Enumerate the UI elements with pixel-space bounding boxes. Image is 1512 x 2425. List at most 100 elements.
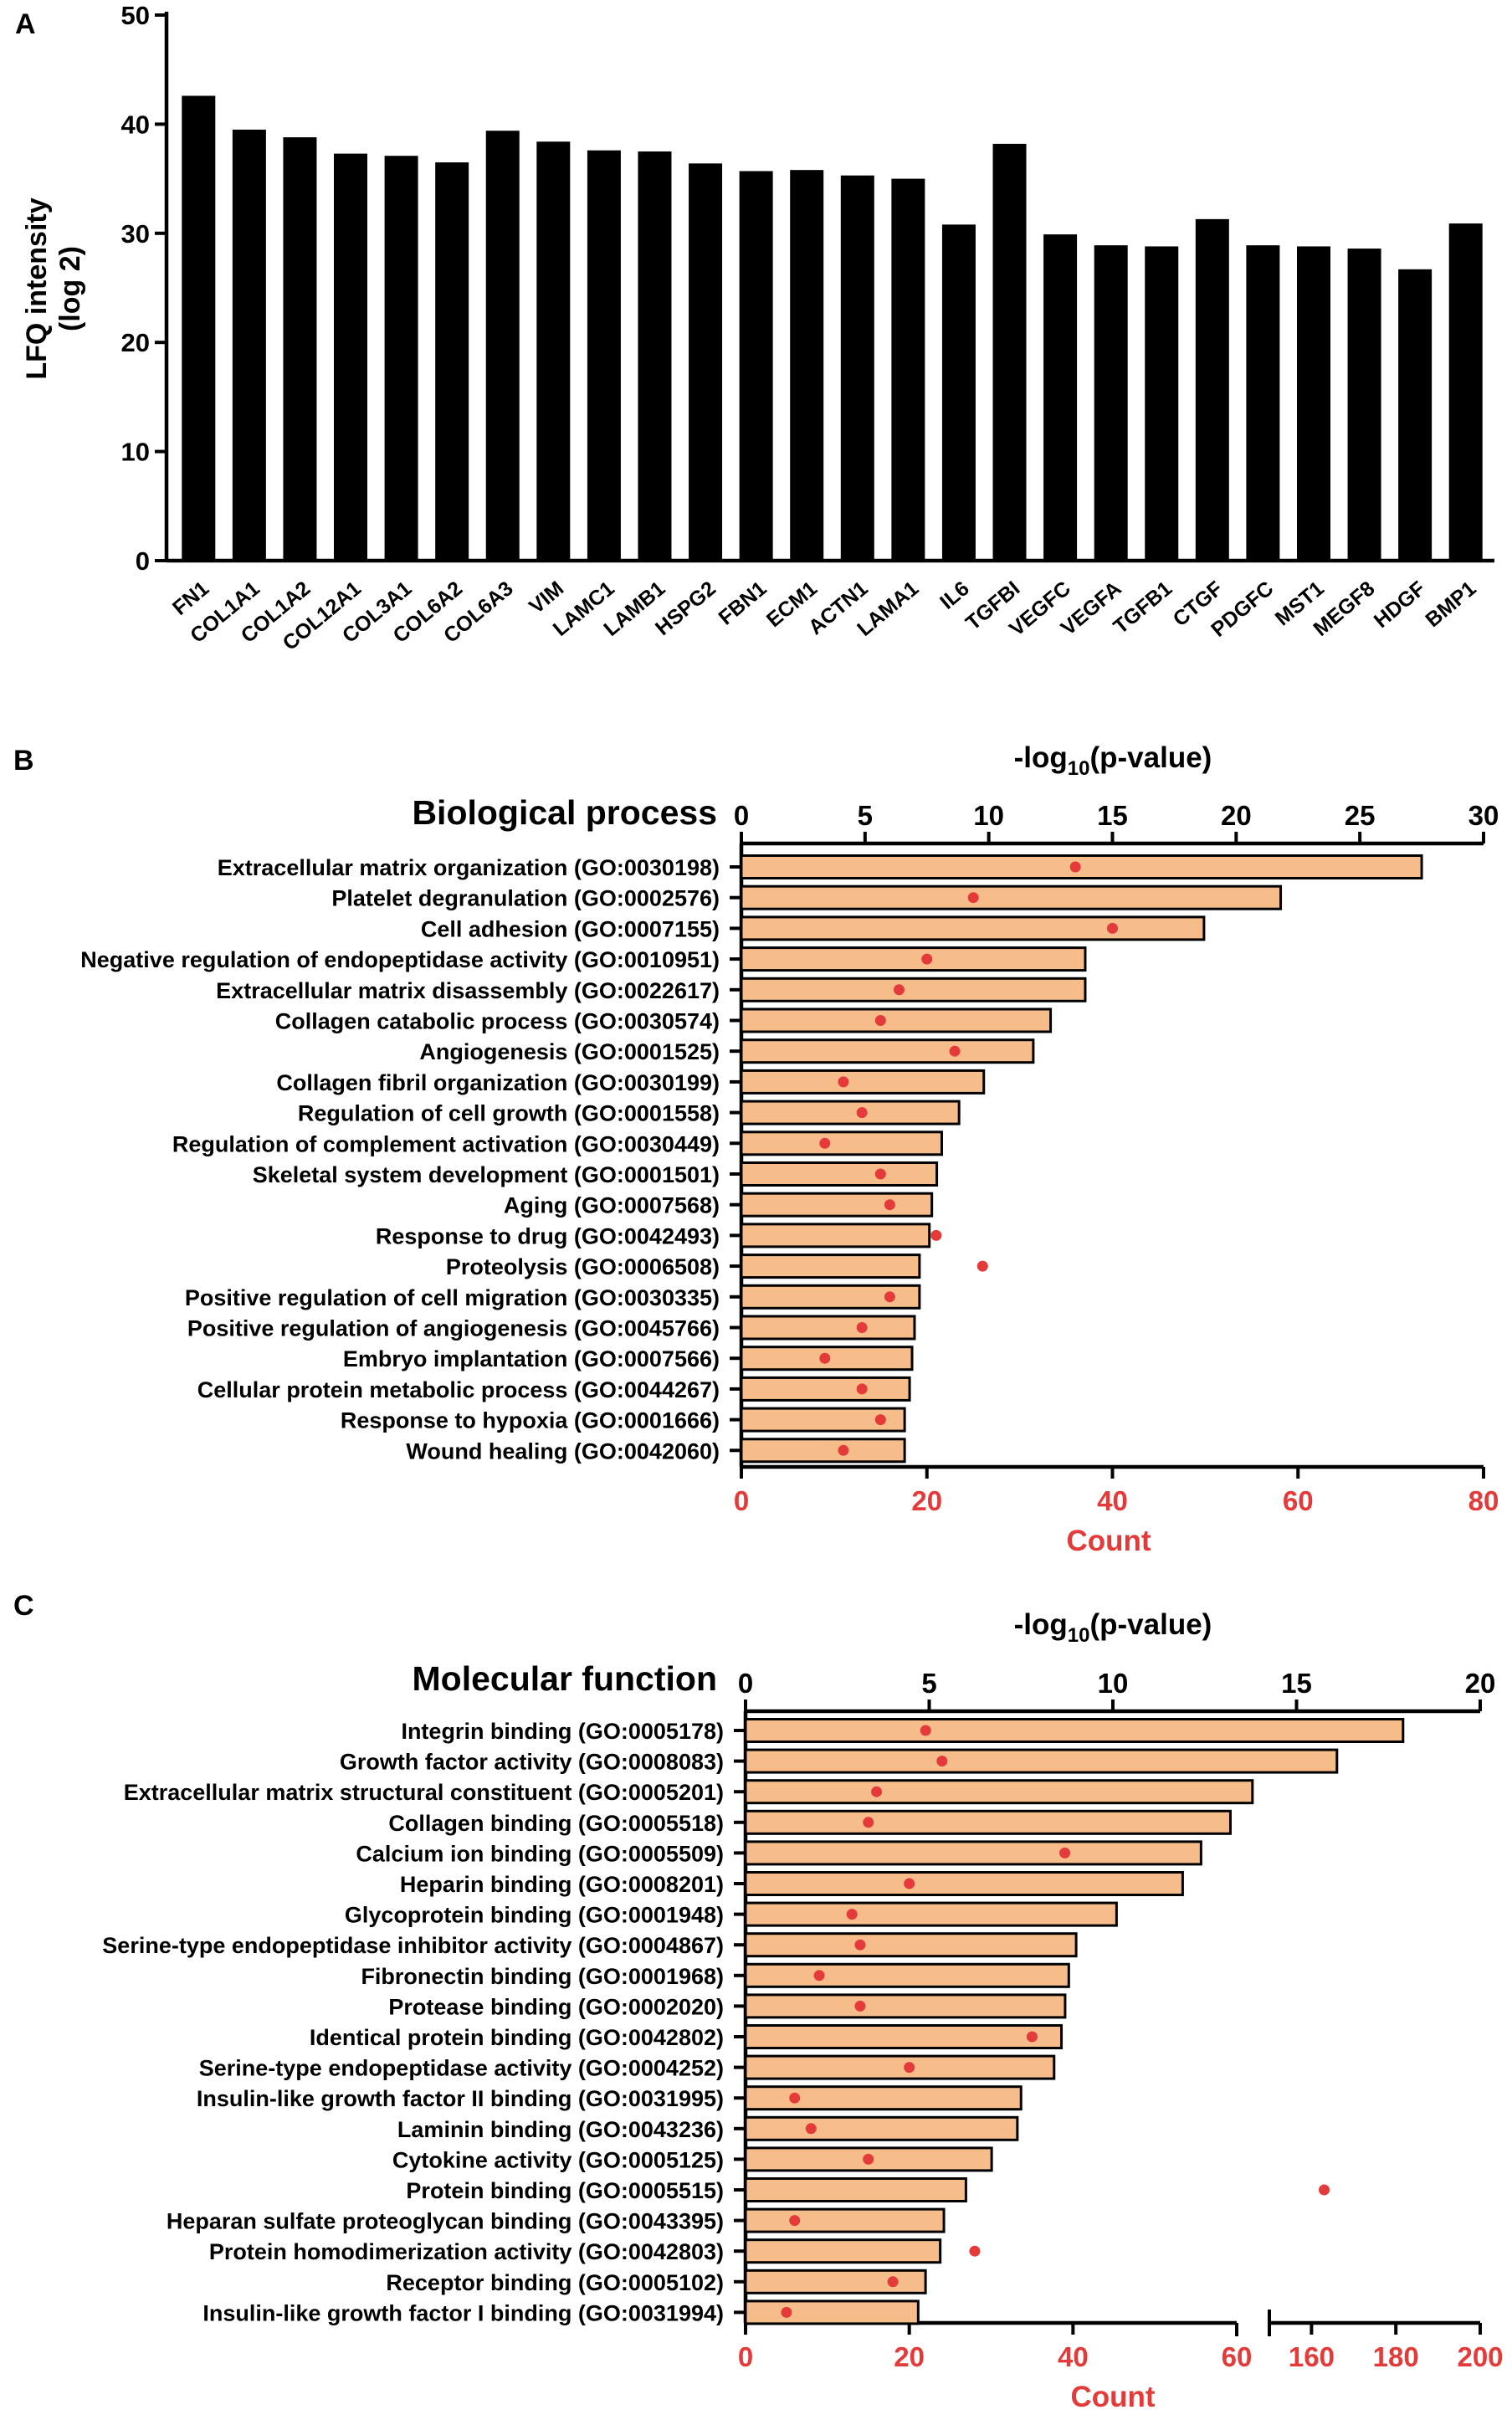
panel-a-bar-col6a3 <box>485 131 520 561</box>
panel-c-bottom-tick-label: 60 <box>1222 2341 1253 2372</box>
panel-c-count-dot <box>863 2153 874 2165</box>
panel-c-bar <box>744 1809 1232 1835</box>
top-axis-label-tail: (p-value) <box>1089 741 1212 774</box>
panel-a-bar-megf8 <box>1347 249 1381 561</box>
panel-c-bar <box>744 2115 1019 2141</box>
panel-c-count-dot <box>813 1970 825 1982</box>
panel-c-category-label: Growth factor activity (GO:0008083) <box>340 1750 724 1775</box>
panel-a-bar-ecm1 <box>790 170 824 561</box>
panel-a-x-tick-label: IL6 <box>935 577 974 614</box>
panel-c-bar <box>744 1871 1184 1896</box>
panel-a-bar-lamb1 <box>638 151 672 561</box>
panel-c-count-dot <box>904 1878 915 1889</box>
panel-b-top-tick-label: 20 <box>1221 800 1252 831</box>
panel-c-count-dot <box>854 2000 866 2012</box>
panel-b-count-dot <box>819 1137 831 1149</box>
panel-c-bar <box>744 2238 942 2264</box>
panel-a-label: A <box>15 8 36 40</box>
panel-b-category-label: Positive regulation of angiogenesis (GO:… <box>187 1316 720 1341</box>
panel-b-bar <box>740 1376 911 1402</box>
panel-c-bottom-axis-label: Count <box>1070 2381 1155 2413</box>
panel-c-category-label: Laminin binding (GO:0043236) <box>397 2117 724 2142</box>
panel-a-bar-col12a1 <box>334 153 368 561</box>
panel-b-bar <box>740 1254 921 1279</box>
panel-c-bar <box>744 2024 1064 2049</box>
panel-b-bar <box>740 1130 943 1156</box>
panel-b-category-label: Embryo implantation (GO:0007566) <box>343 1346 720 1371</box>
panel-b-bar <box>740 915 1206 941</box>
panel-c-count-dot <box>805 2123 817 2135</box>
panel-b-top-axis-label: -log10(p-value) <box>1014 741 1212 780</box>
panel-b-bottom-tick-label: 80 <box>1468 1485 1499 1516</box>
panel-c-bottom-tick-label: 0 <box>738 2341 753 2372</box>
panel-a-y-axis-label-line1: LFQ intensity <box>21 197 53 379</box>
panel-b-bar <box>740 1100 961 1125</box>
panel-b-count-dot <box>819 1352 831 1364</box>
panel-a-y-tick-label: 50 <box>121 1 150 30</box>
panel-c-category-label: Protein binding (GO:0005515) <box>406 2178 724 2203</box>
panel-c-top-tick-label: 15 <box>1281 1668 1312 1699</box>
panel-c-count-dot <box>846 1909 858 1920</box>
panel-c-bottom-tick-label: 40 <box>1058 2341 1089 2372</box>
panel-b-bottom-tick-label: 60 <box>1283 1485 1314 1516</box>
panel-c-category-label: Protein homodimerization activity (GO:00… <box>209 2239 724 2264</box>
panel-b-bar <box>740 1438 906 1464</box>
panel-b-count-dot <box>976 1260 988 1272</box>
panel-c-count-dot <box>887 2276 899 2288</box>
panel-c-bar <box>744 2054 1056 2080</box>
panel-b-count-dot <box>967 892 979 904</box>
panel-b-bottom-tick-label: 0 <box>734 1485 749 1516</box>
panel-b-category-label: Skeletal system development (GO:0001501) <box>253 1162 720 1187</box>
panel-c-category-label: Serine-type endopeptidase activity (GO:0… <box>199 2056 724 2081</box>
panel-c-bottom-tick-label: 180 <box>1373 2341 1419 2372</box>
panel-b-count-dot <box>921 953 933 965</box>
panel-a-bar-lamc1 <box>587 150 621 561</box>
panel-c-bar <box>744 1779 1254 1805</box>
panel-b-title: Biological process <box>412 793 717 832</box>
panel-c-category-label: Collagen binding (GO:0005518) <box>388 1811 724 1836</box>
panel-a-x-tick-label: HDGF <box>1370 577 1430 633</box>
top-axis-label-subscript: 10 <box>1068 757 1090 780</box>
panel-a-bar-lama1 <box>891 178 925 561</box>
panel-a-x-tick-label: TGFB1 <box>1109 577 1176 638</box>
panel-c-count-dot <box>920 1725 931 1736</box>
panel-a-bar-fbn1 <box>739 171 773 561</box>
panel-b-count-dot <box>838 1444 849 1456</box>
panel-b-bottom-tick-label: 20 <box>911 1485 942 1516</box>
panel-c-category-label: Integrin binding (GO:0005178) <box>401 1719 724 1744</box>
panel-b-count-dot <box>874 1015 886 1026</box>
panel-b-category-label: Aging (GO:0007568) <box>504 1193 720 1218</box>
panel-b-count-dot <box>874 1168 886 1180</box>
panel-b-bar <box>740 1007 1053 1033</box>
panel-a-bar-vegfa <box>1094 245 1128 561</box>
panel-c-bottom-tick-label: 20 <box>894 2341 925 2372</box>
top-axis-label-tail: (p-value) <box>1089 1608 1212 1641</box>
panel-c-count-dot <box>1026 2031 1038 2043</box>
panel-b-bar <box>740 1315 916 1341</box>
panel-c-category-label: Identical protein binding (GO:0042802) <box>310 2025 724 2050</box>
panel-b-count-dot <box>874 1414 886 1426</box>
panel-c-category-label: Protease binding (GO:0002020) <box>388 1994 724 2019</box>
panel-a-bar-vim <box>536 141 571 561</box>
panel-c-category-label: Receptor binding (GO:0005102) <box>386 2270 724 2295</box>
panel-c-category-label: Calcium ion binding (GO:0005509) <box>356 1841 724 1866</box>
panel-a-bar-actn1 <box>840 175 874 561</box>
panel-b-category-label: Extracellular matrix organization (GO:00… <box>218 855 720 880</box>
panel-b-top-tick-label: 15 <box>1097 800 1128 831</box>
panel-c-category-label: Heparin binding (GO:0008201) <box>400 1872 724 1897</box>
panel-c-count-dot <box>904 2062 915 2074</box>
panel-c-count-dot <box>969 2245 981 2257</box>
panel-b-category-label: Collagen catabolic process (GO:0030574) <box>275 1009 720 1034</box>
panel-c-bar <box>744 1932 1078 1958</box>
panel-c-bar <box>744 2085 1023 2111</box>
panel-c-bar <box>744 1718 1405 1743</box>
panel-a-y-axis-label-line2: (log 2) <box>54 246 86 331</box>
panel-b-bar <box>740 1223 931 1248</box>
panel-c-bar <box>744 1962 1070 1988</box>
panel-a-x-tick-label: BMP1 <box>1421 577 1480 632</box>
panel-a-bar-il6 <box>941 224 976 561</box>
